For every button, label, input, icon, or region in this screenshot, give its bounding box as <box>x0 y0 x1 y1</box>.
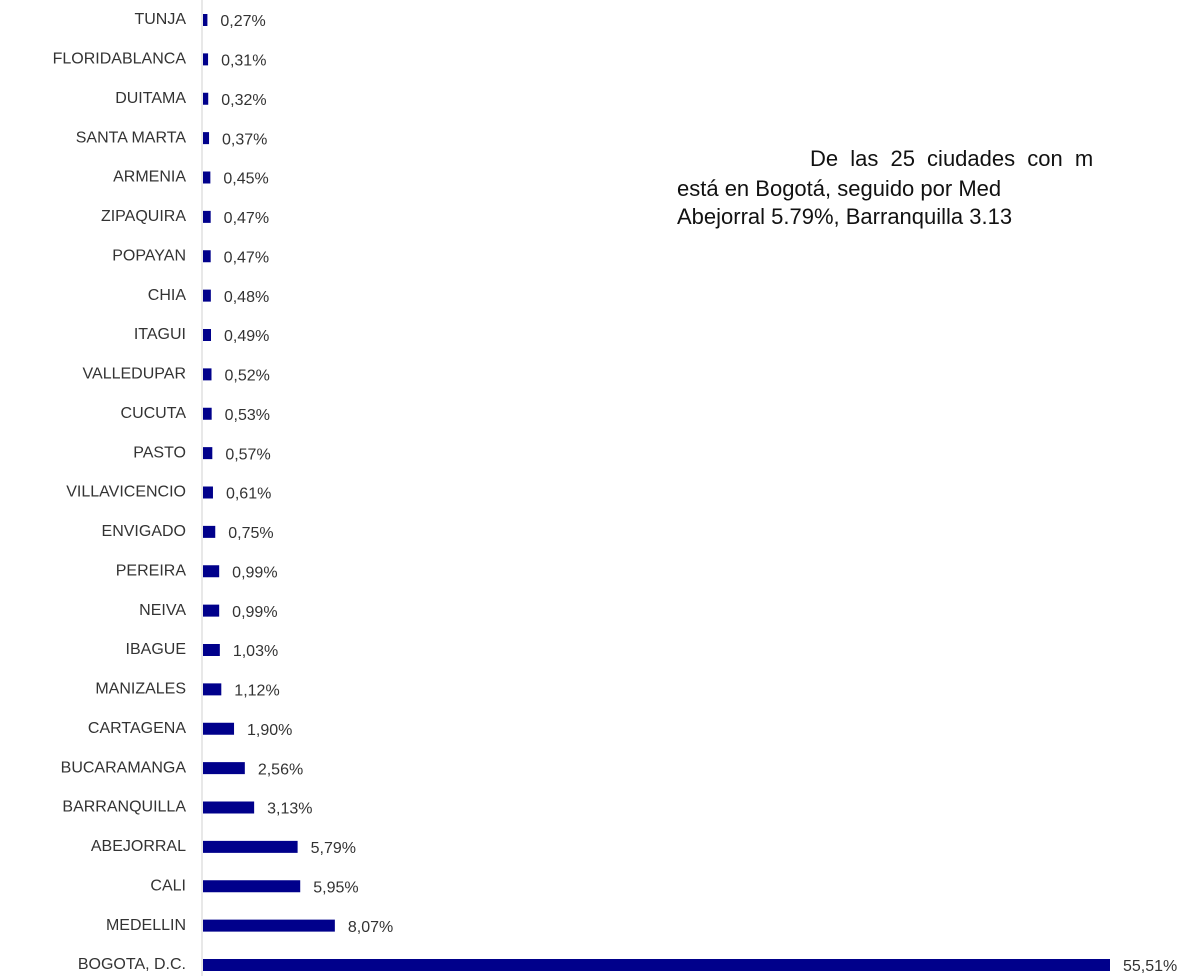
bar <box>203 840 298 853</box>
category-label: CALI <box>150 877 186 894</box>
bar <box>203 919 335 932</box>
category-label: PASTO <box>133 444 186 461</box>
data-label: 0,47% <box>224 249 269 266</box>
data-label: 0,52% <box>224 368 269 385</box>
bar <box>203 486 213 499</box>
data-label: 5,79% <box>311 840 356 857</box>
category-label: POPAYAN <box>112 247 186 264</box>
category-label: FLORIDABLANCA <box>53 51 187 68</box>
bar <box>203 210 211 223</box>
bar <box>203 801 255 814</box>
data-label: 0,48% <box>224 289 269 306</box>
category-label: BARRANQUILLA <box>62 799 186 816</box>
category-label: CUCUTA <box>121 405 187 422</box>
category-label: IBAGUE <box>126 641 186 658</box>
bar <box>203 250 211 263</box>
bar <box>203 53 209 66</box>
category-label: CARTAGENA <box>88 720 186 737</box>
data-label: 2,56% <box>258 761 303 778</box>
data-label: 0,47% <box>224 210 269 227</box>
category-label: ITAGUI <box>134 326 186 343</box>
bar <box>203 368 212 381</box>
data-label: 0,57% <box>225 446 270 463</box>
data-label: 0,75% <box>228 525 273 542</box>
category-label: SANTA MARTA <box>76 129 187 146</box>
data-label: 0,32% <box>221 92 266 109</box>
category-label: PEREIRA <box>116 562 187 579</box>
category-label: CHIA <box>148 287 187 304</box>
data-label: 0,99% <box>232 604 277 621</box>
bar <box>203 14 208 26</box>
bar <box>203 722 235 735</box>
category-label: NEIVA <box>139 602 186 619</box>
category-label: BUCARAMANGA <box>61 759 187 776</box>
data-label: 5,95% <box>313 879 358 896</box>
bar <box>203 171 211 184</box>
category-label: VILLAVICENCIO <box>66 484 186 501</box>
bar <box>203 525 216 538</box>
category-label: MANIZALES <box>95 681 186 698</box>
bar <box>203 959 1110 971</box>
bar <box>203 447 213 460</box>
data-label: 0,27% <box>220 13 265 30</box>
bar <box>203 762 245 775</box>
bar <box>203 880 301 893</box>
data-label: 0,61% <box>226 486 271 503</box>
data-label: 0,49% <box>224 328 269 345</box>
data-label: 0,99% <box>232 564 277 581</box>
bar <box>203 407 212 420</box>
data-label: 3,13% <box>267 801 312 818</box>
annotation: Abejorral 5.79%, Barranquilla 3.13 <box>677 204 1012 229</box>
data-label: 55,51% <box>1123 958 1177 975</box>
bar <box>203 604 220 617</box>
category-label: ZIPAQUIRA <box>101 208 186 225</box>
bar <box>203 92 209 105</box>
data-label: 0,37% <box>222 131 267 148</box>
annotation: De las 25 ciudades con m <box>810 146 1093 171</box>
category-label: ENVIGADO <box>102 523 186 540</box>
data-label: 1,12% <box>234 683 279 700</box>
category-label: ABEJORRAL <box>91 838 186 855</box>
bar <box>203 683 222 696</box>
bar <box>203 565 220 578</box>
bar <box>203 329 212 341</box>
data-label: 1,03% <box>233 643 278 660</box>
bar <box>203 644 220 656</box>
data-label: 0,45% <box>223 171 268 188</box>
data-label: 0,31% <box>221 53 266 70</box>
category-label: TUNJA <box>134 11 186 28</box>
bar <box>203 289 211 302</box>
bar <box>203 132 210 145</box>
category-label: VALLEDUPAR <box>83 366 186 383</box>
category-label: DUITAMA <box>115 90 186 107</box>
data-label: 0,53% <box>225 407 270 424</box>
category-label: MEDELLIN <box>106 917 186 934</box>
data-label: 1,90% <box>247 722 292 739</box>
annotation: está en Bogotá, seguido por Med <box>677 176 1001 201</box>
category-label: ARMENIA <box>113 169 186 186</box>
data-label: 8,07% <box>348 919 393 936</box>
category-label: BOGOTA, D.C. <box>78 956 186 973</box>
